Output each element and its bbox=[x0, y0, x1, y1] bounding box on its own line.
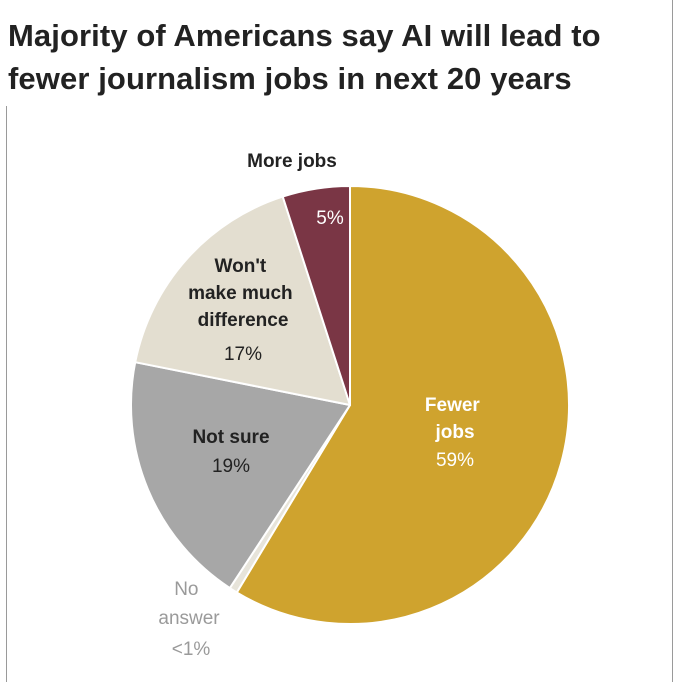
pie-slice-more-jobs bbox=[281, 185, 351, 406]
slice-value-more-jobs: 5% bbox=[316, 208, 344, 229]
chart-title-line-2: fewer journalism jobs in next 20 years bbox=[8, 61, 572, 96]
slice-label-wont-line-2: make much bbox=[188, 283, 293, 304]
slice-label-no-answer: No answer bbox=[158, 579, 220, 629]
chart-title-line-1: Majority of Americans say AI will lead t… bbox=[8, 18, 601, 53]
frame-border-left bbox=[6, 106, 7, 682]
slice-label-fewer-jobs-line-1: Fewer bbox=[425, 395, 481, 416]
slice-label-wont-line-1: Won't bbox=[215, 256, 267, 277]
pie-slice-fewer-jobs bbox=[235, 185, 570, 625]
pie-slice-not-sure bbox=[130, 361, 351, 590]
slice-label-wont-line-3: difference bbox=[198, 310, 289, 331]
pie-slices bbox=[130, 185, 570, 625]
slice-label-more-jobs: More jobs bbox=[247, 151, 337, 172]
slice-value-wont-make-difference: 17% bbox=[224, 344, 262, 365]
frame-border-right bbox=[672, 0, 673, 682]
slice-label-not-sure: Not sure bbox=[192, 427, 269, 448]
slice-value-fewer-jobs: 59% bbox=[436, 450, 474, 471]
slice-label-no-answer-line-2: answer bbox=[158, 608, 220, 629]
slice-value-no-answer: <1% bbox=[172, 639, 211, 660]
slice-label-no-answer-line-1: No bbox=[174, 579, 198, 600]
slice-label-fewer-jobs-line-2: jobs bbox=[434, 422, 474, 443]
slice-value-not-sure: 19% bbox=[212, 456, 250, 477]
pie-slice-wont-make-difference bbox=[134, 195, 351, 406]
slice-label-fewer-jobs: Fewer jobs bbox=[425, 395, 485, 443]
slice-label-wont-make-difference: Won't make much difference bbox=[188, 256, 298, 331]
chart-title: Majority of Americans say AI will lead t… bbox=[8, 14, 674, 100]
